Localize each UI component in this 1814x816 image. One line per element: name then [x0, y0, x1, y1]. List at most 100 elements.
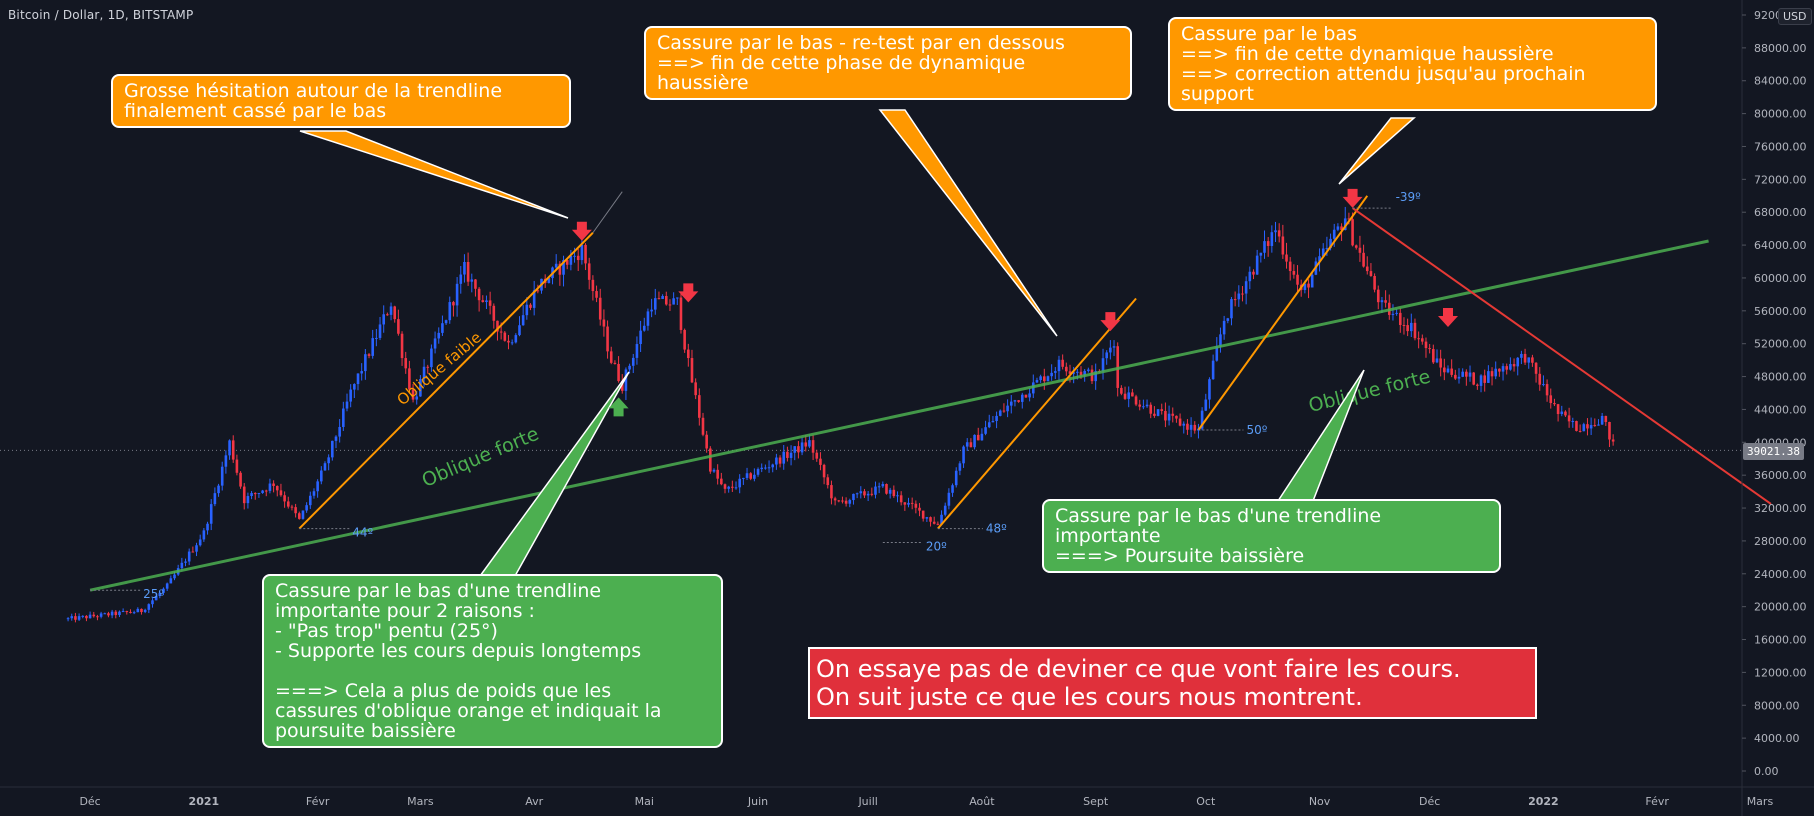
- candle-body-down: [1545, 384, 1549, 396]
- candle-body-down: [1450, 368, 1453, 375]
- candle-body-up: [775, 457, 778, 465]
- candle-body-up: [1101, 358, 1105, 372]
- candle-body-up: [859, 491, 863, 494]
- candle-body-up: [213, 493, 217, 505]
- pointer-downtrend: [1276, 369, 1365, 502]
- candle-body-up: [364, 354, 367, 372]
- candle-body-down: [114, 611, 118, 616]
- candle-body-down: [587, 263, 591, 280]
- x-tick-label: Févr: [306, 795, 330, 808]
- candle-body-down: [275, 485, 279, 491]
- candle-body-up: [874, 486, 877, 495]
- y-tick-label: 16000.00: [1754, 634, 1807, 647]
- candle-body-down: [140, 608, 143, 613]
- candle-body-down: [815, 452, 819, 459]
- candle-body-up: [320, 470, 323, 482]
- currency-selector[interactable]: USD: [1778, 8, 1812, 25]
- candle-body-up: [485, 300, 488, 303]
- candle-body-up: [789, 452, 793, 458]
- y-tick-label: 76000.00: [1754, 140, 1807, 153]
- callout-correction: Cassure par le bas ==> fin de cette dyna…: [1168, 17, 1657, 111]
- x-tick-label: Avr: [525, 795, 543, 808]
- candle-body-up: [268, 483, 272, 491]
- candle-body-up: [173, 574, 176, 579]
- candle-body-down: [129, 611, 132, 613]
- candle-body-up: [995, 415, 998, 422]
- candle-body-up: [1204, 399, 1208, 411]
- candle-body-down: [837, 500, 841, 502]
- candle-body-down: [1564, 411, 1567, 416]
- candle-body-down: [921, 510, 925, 519]
- candle-body-up: [510, 342, 514, 344]
- candle-body-up: [209, 504, 213, 524]
- candle-body-down: [1365, 266, 1369, 272]
- candle-body-up: [1035, 380, 1039, 383]
- candle-body-up: [360, 371, 363, 374]
- candle-body-down: [698, 395, 701, 418]
- x-tick-label: 2022: [1528, 795, 1559, 808]
- candle-body-up: [532, 290, 536, 308]
- candle-body-up: [639, 330, 642, 345]
- candle-body-down: [811, 440, 815, 453]
- candle-body-up: [162, 588, 165, 593]
- candle-body-down: [1193, 424, 1197, 431]
- candle-body-up: [800, 442, 804, 453]
- candle-body-down: [1443, 367, 1446, 373]
- candle-body-down: [1611, 439, 1615, 442]
- candle-body-up: [224, 455, 228, 467]
- candle-body-up: [1329, 238, 1332, 249]
- sell-signal-arrow-icon: [571, 221, 592, 241]
- candle-body-down: [826, 477, 830, 486]
- callout-downtrend: Cassure par le bas d'une trendline impor…: [1042, 499, 1501, 573]
- candle-body-up: [727, 486, 730, 489]
- candle-body-up: [1274, 230, 1277, 233]
- candle-body-up: [1259, 252, 1263, 256]
- candle-body-down: [844, 500, 848, 504]
- candle-body-down: [1421, 338, 1424, 342]
- candle-body-down: [1292, 271, 1296, 275]
- candle-body-up: [1255, 255, 1259, 275]
- candle-body-down: [452, 302, 455, 306]
- candle-body-down: [620, 381, 624, 391]
- candle-body-up: [1009, 401, 1013, 406]
- candle-body-up: [180, 562, 184, 569]
- candle-body-down: [598, 297, 602, 320]
- candle-body-up: [1597, 424, 1600, 426]
- candle-body-down: [1465, 371, 1468, 377]
- candle-body-down: [694, 382, 697, 396]
- candle-body-up: [1219, 334, 1222, 347]
- candle-body-up: [888, 489, 892, 494]
- candle-body-up: [631, 357, 635, 366]
- candle-body-up: [261, 490, 264, 493]
- candle-body-up: [1208, 379, 1211, 400]
- candle-body-up: [943, 505, 947, 515]
- candle-body-up: [896, 495, 899, 497]
- candle-body-down: [1266, 241, 1270, 246]
- candle-body-down: [664, 296, 668, 305]
- candle-body-down: [290, 506, 294, 508]
- candle-body-up: [334, 436, 338, 441]
- pointer-retest: [878, 109, 1058, 337]
- candle-body-up: [1142, 406, 1145, 408]
- signal-arrows-layer: [571, 188, 1458, 417]
- candle-body-up: [202, 530, 206, 540]
- candle-body-down: [507, 340, 510, 343]
- candle-body-up: [1211, 360, 1215, 380]
- candle-body-down: [709, 448, 712, 472]
- candle-body-up: [316, 481, 319, 492]
- candle-body-up: [965, 442, 969, 447]
- candle-body-up: [143, 609, 147, 613]
- candle-body-down: [705, 434, 708, 449]
- candle-body-up: [1182, 423, 1186, 426]
- candle-body-down: [297, 513, 301, 519]
- candle-body-up: [661, 296, 664, 299]
- trend-label: Oblique forte: [1306, 366, 1432, 418]
- candle-body-up: [1310, 274, 1314, 288]
- candle-body-down: [74, 616, 77, 620]
- candle-body-down: [1164, 410, 1167, 421]
- candle-body-up: [1167, 413, 1171, 421]
- candle-body-up: [1343, 218, 1347, 230]
- candle-body-up: [767, 467, 771, 469]
- candle-body-up: [327, 457, 330, 464]
